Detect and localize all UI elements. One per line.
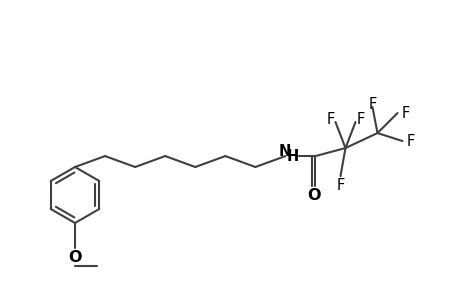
Text: F: F xyxy=(356,112,364,127)
Text: H: H xyxy=(286,148,298,164)
Text: F: F xyxy=(401,106,409,121)
Text: F: F xyxy=(368,97,376,112)
Text: F: F xyxy=(336,178,344,193)
Text: O: O xyxy=(307,188,320,202)
Text: F: F xyxy=(325,112,334,127)
Text: O: O xyxy=(68,250,82,265)
Text: F: F xyxy=(405,134,414,148)
Text: N: N xyxy=(278,144,290,159)
